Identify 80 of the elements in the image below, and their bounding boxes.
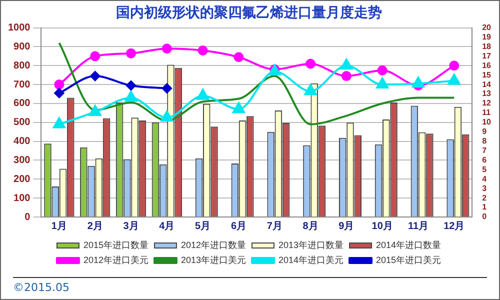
point [53, 117, 66, 128]
point [160, 110, 174, 122]
y2-tick-label: 19 [482, 32, 492, 42]
x-tick-label: 2月 [87, 220, 103, 232]
point [376, 78, 389, 89]
line-series [58, 42, 456, 126]
legend-label: 2014年进口数量 [376, 240, 442, 250]
y2-tick-label: 13 [482, 89, 492, 98]
x-tick-label: 9月 [338, 220, 354, 232]
point [90, 71, 100, 82]
point [234, 52, 244, 62]
y2-tick-label: 2 [482, 193, 488, 202]
x-tick-label: 4月 [159, 220, 175, 232]
legend-label: 2015年进口美元 [376, 254, 442, 265]
y-tick-label: 800 [14, 60, 31, 72]
y2-tick-label: 3 [482, 184, 488, 193]
y-tick-label: 300 [14, 154, 31, 166]
point [124, 90, 138, 102]
point [412, 76, 424, 88]
point [54, 88, 64, 98]
legend-label: 2013年进口美元 [180, 254, 246, 265]
y2-tick-label: 1 [482, 202, 488, 212]
point [162, 83, 172, 94]
point [340, 58, 353, 70]
y2-tick-label: 6 [482, 155, 488, 164]
y2-tick-label: 9 [482, 127, 488, 136]
point [306, 58, 316, 69]
point [54, 80, 64, 90]
x-tick-label: 12月 [444, 220, 465, 232]
y2-tick-label: 17 [482, 51, 492, 60]
y2-tick-label: 7 [482, 146, 488, 155]
x-tick-label: 3月 [123, 220, 139, 232]
y-tick-label: 1000 [8, 22, 31, 34]
y-tick-label: 0 [24, 212, 31, 223]
x-tick-label: 10月 [372, 220, 393, 232]
y2-tick-label: 10 [482, 118, 492, 127]
y-tick-label: 600 [14, 98, 31, 110]
point [162, 44, 172, 54]
point [90, 51, 100, 62]
point [126, 48, 136, 58]
legend-label: 2013年进口数量 [278, 240, 344, 250]
y2-tick-label: 14 [482, 80, 492, 89]
x-tick-label: 5月 [195, 220, 211, 232]
x-tick-label: 8月 [302, 220, 318, 232]
y2-tick-label: 16 [482, 60, 492, 70]
point [448, 74, 460, 85]
x-tick-label: 11月 [408, 220, 429, 232]
y2-tick-label: 0 [482, 212, 488, 222]
chart-title: 国内初级形状的聚四氟乙烯进口量月度走势 [116, 4, 382, 22]
x-tick-label: 6月 [230, 220, 247, 232]
point [198, 46, 208, 56]
legend-label: 2012年进口美元 [83, 254, 148, 265]
point [377, 65, 388, 76]
y-tick-label: 100 [14, 192, 31, 204]
legend-label: 2012年进口数量 [180, 240, 246, 250]
y2-tick-label: 12 [482, 98, 492, 108]
x-tick-label: 7月 [266, 220, 282, 232]
y2-tick-label: 4 [482, 174, 488, 184]
x-tick-label: 1月 [51, 220, 67, 232]
y2-tick-label: 20 [482, 23, 492, 32]
y2-tick-label: 18 [482, 42, 492, 51]
y2-tick-label: 15 [482, 70, 492, 80]
legend-label: 2015年进口数量 [83, 240, 148, 250]
y-tick-label: 500 [14, 117, 31, 128]
y-tick-label: 700 [14, 79, 31, 90]
point [341, 71, 352, 82]
point [304, 84, 317, 96]
point [126, 80, 136, 91]
y2-tick-label: 11 [482, 108, 492, 118]
y2-tick-label: 5 [482, 164, 488, 174]
y2-tick-label: 8 [482, 136, 488, 146]
legend-label: 2014年进口美元 [278, 254, 344, 265]
y-tick-label: 900 [14, 41, 31, 52]
text: ©2015.05 [13, 281, 70, 294]
y-tick-label: 200 [14, 174, 31, 185]
point [196, 88, 210, 100]
point [88, 104, 102, 116]
point [449, 60, 460, 71]
point [232, 102, 245, 114]
y-tick-label: 400 [14, 136, 31, 148]
